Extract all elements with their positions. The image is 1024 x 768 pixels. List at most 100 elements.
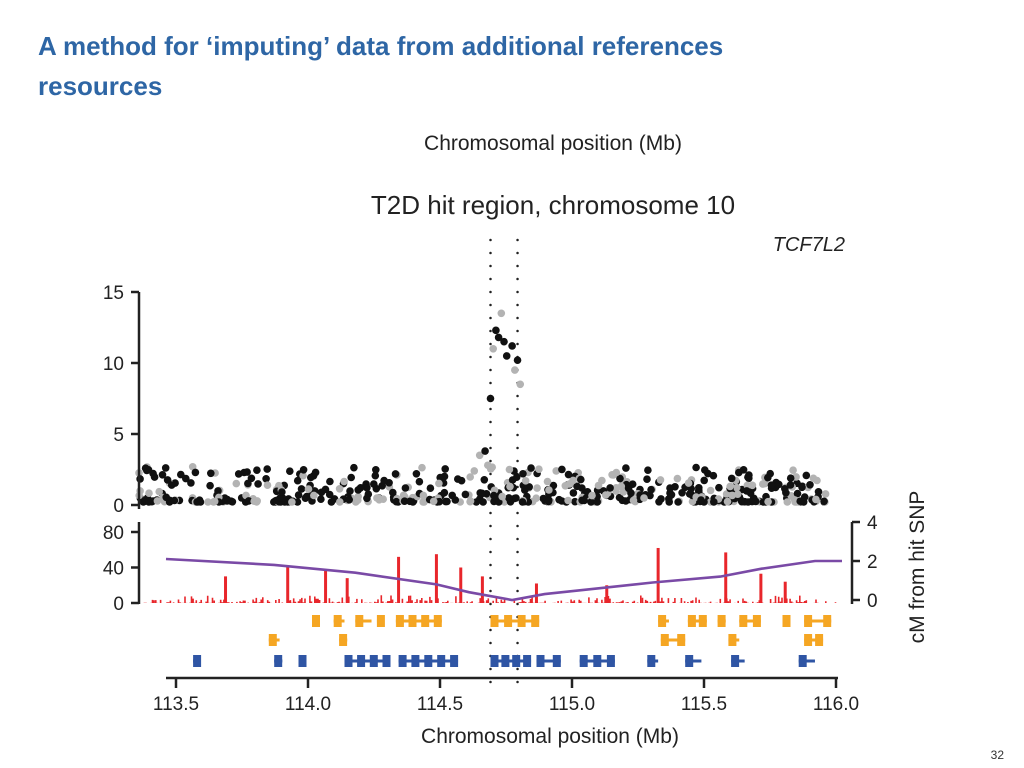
- gene-blue-row3-exon: [369, 655, 378, 667]
- snp-point: [561, 482, 570, 490]
- gene-orange-row1-exon: [531, 615, 540, 627]
- snp-point: [206, 481, 214, 490]
- snp-point: [182, 474, 190, 483]
- snp-point-peak: [494, 333, 503, 342]
- snp-point: [155, 487, 163, 496]
- snp-point: [293, 498, 302, 506]
- snp-point: [336, 498, 344, 506]
- snp-point: [232, 479, 241, 488]
- snp-point: [167, 481, 176, 489]
- cm-y-tick-label: 4: [867, 513, 878, 534]
- snp-point: [158, 471, 167, 479]
- snp-point-peak: [475, 451, 484, 460]
- gene-blue-row3-exon: [193, 655, 202, 667]
- cm-y-tick-label: 0: [867, 591, 878, 612]
- gene-blue-row3-exon: [501, 655, 510, 667]
- snp-point: [440, 472, 449, 481]
- cm-y-tick-label: 2: [867, 552, 878, 573]
- snp-point: [326, 477, 334, 486]
- snp-point: [191, 468, 200, 477]
- gene-orange-row1-exon: [376, 615, 385, 627]
- snp-point: [294, 491, 303, 499]
- snp-point: [533, 484, 541, 492]
- snp-point: [723, 497, 732, 506]
- snp-point: [204, 498, 212, 506]
- gene-blue-row3-exon: [552, 655, 561, 667]
- snp-point: [802, 471, 811, 480]
- x-tick-label: 115.0: [549, 694, 595, 715]
- gene-blue-row3-exon: [398, 655, 407, 667]
- snp-point: [612, 468, 621, 477]
- snp-point: [612, 487, 620, 495]
- panel-title: T2D hit region, chromosome 10: [371, 190, 735, 220]
- snp-point: [655, 498, 663, 506]
- snp-point: [441, 465, 450, 473]
- snp-point: [812, 495, 820, 504]
- gene-orange-row1-exon: [312, 615, 320, 627]
- snp-point: [544, 497, 553, 506]
- x-tick-label: 115.5: [681, 694, 727, 715]
- snp-point: [441, 497, 450, 506]
- snp-point: [535, 465, 543, 474]
- gene-blue-row3-exon: [579, 655, 588, 667]
- association-y-tick-label: 10: [103, 354, 124, 375]
- snp-point: [392, 497, 401, 506]
- snp-point: [640, 494, 648, 502]
- gene-blue-row3-exon: [450, 655, 459, 667]
- gene-blue-row3-exon: [490, 655, 499, 667]
- snp-point: [301, 494, 310, 503]
- snp-point: [665, 498, 673, 506]
- snp-point: [701, 466, 709, 474]
- snp-point: [616, 474, 624, 483]
- snp-point-peak: [513, 356, 522, 364]
- snp-point: [506, 482, 514, 491]
- x-tick-label: 114.5: [417, 694, 463, 715]
- snp-point: [440, 488, 449, 497]
- snp-point: [644, 466, 652, 475]
- snp-point: [727, 474, 736, 483]
- snp-point: [555, 495, 563, 504]
- gene-orange-row2-exon: [268, 634, 277, 646]
- snp-point: [793, 489, 802, 498]
- gene-orange-row1-exon: [823, 615, 832, 627]
- snp-point: [278, 488, 286, 496]
- snp-point: [170, 496, 179, 505]
- snp-point: [401, 484, 410, 492]
- gene-orange-row1-exon: [752, 615, 761, 627]
- snp-point: [728, 491, 736, 500]
- snp-point: [380, 476, 388, 485]
- snp-point: [710, 498, 718, 506]
- snp-point: [304, 485, 313, 493]
- gene-orange-row1-exon: [804, 615, 813, 627]
- snp-point: [162, 493, 170, 502]
- snp-point: [466, 497, 474, 506]
- snp-point: [340, 477, 348, 486]
- gene-orange-row1-exon: [408, 615, 417, 627]
- snp-point: [593, 498, 601, 506]
- snp-point: [674, 498, 682, 506]
- gene-orange-row1-exon: [658, 615, 667, 627]
- snp-point: [244, 497, 253, 505]
- snp-point: [299, 471, 307, 480]
- gene-blue-row3-exon: [685, 655, 694, 667]
- gene-orange-row2-exon: [728, 634, 737, 646]
- snp-point-peak: [497, 309, 506, 318]
- snp-point: [700, 476, 708, 485]
- snp-point: [577, 475, 585, 484]
- gene-blue-row3-exon: [344, 655, 353, 667]
- snp-point: [764, 473, 772, 482]
- snp-point: [297, 485, 306, 493]
- snp-point-peak: [500, 337, 508, 346]
- snp-point-peak: [527, 464, 535, 472]
- association-y-tick-label: 15: [103, 283, 124, 304]
- snp-point: [742, 487, 751, 495]
- snp-point: [684, 479, 693, 487]
- gene-label: TCF7L2: [773, 234, 845, 256]
- snp-point: [372, 466, 380, 474]
- snp-point: [454, 475, 462, 483]
- gene-blue-row3-exon: [357, 655, 366, 667]
- recombination-y-tick-label: 40: [103, 559, 124, 580]
- snp-point: [451, 496, 460, 504]
- snp-point: [558, 465, 566, 474]
- snp-point-peak: [508, 342, 516, 350]
